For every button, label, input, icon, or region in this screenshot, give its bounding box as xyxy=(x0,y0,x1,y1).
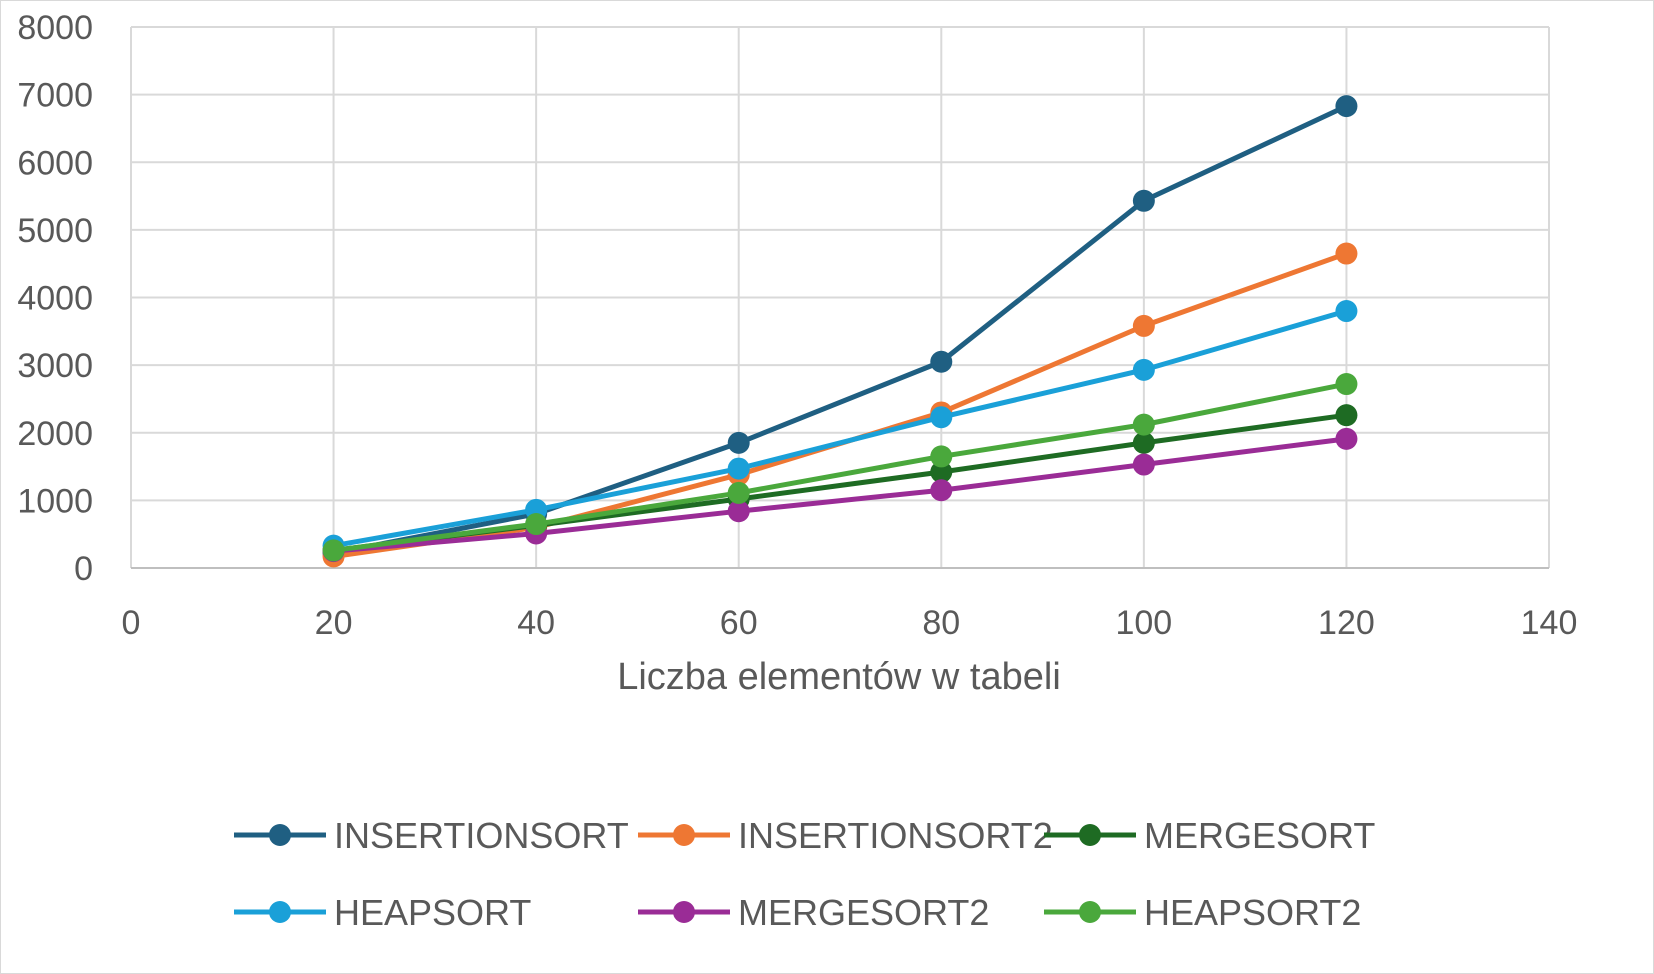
legend-label-mergesort2: MERGESORT2 xyxy=(738,892,989,933)
data-point-insertionsort xyxy=(930,350,953,373)
data-point-heapsort2 xyxy=(525,513,548,536)
data-point-mergesort xyxy=(1335,404,1358,427)
y-tick-label: 5000 xyxy=(17,212,93,250)
legend-marker-insertionsort xyxy=(269,824,291,846)
series-line-insertionsort xyxy=(331,103,1349,556)
legend-label-heapsort2: HEAPSORT2 xyxy=(1144,892,1361,933)
x-tick-label: 60 xyxy=(720,604,758,642)
legend-label-heapsort: HEAPSORT xyxy=(334,892,531,933)
gridlines xyxy=(131,26,1550,568)
legend-label-insertionsort2: INSERTIONSORT2 xyxy=(738,815,1053,856)
legend-item-mergesort: MERGESORT xyxy=(1044,815,1375,856)
data-point-mergesort xyxy=(1132,431,1155,454)
data-point-heapsort2 xyxy=(930,445,953,468)
data-point-heapsort xyxy=(727,457,750,480)
y-tick-label: 6000 xyxy=(17,144,93,182)
legend-marker-mergesort xyxy=(1079,824,1101,846)
legend-marker-heapsort xyxy=(269,901,291,923)
data-point-heapsort2 xyxy=(1335,373,1358,396)
legend-item-insertionsort: INSERTIONSORT xyxy=(234,815,629,856)
data-point-heapsort2 xyxy=(1132,413,1155,436)
y-tick-label: 0 xyxy=(74,550,93,588)
data-point-insertionsort xyxy=(727,431,750,454)
series-line-mergesort2 xyxy=(331,436,1349,554)
y-tick-label: 4000 xyxy=(17,280,93,318)
data-point-heapsort2 xyxy=(322,539,345,562)
y-tick-label: 3000 xyxy=(17,347,93,385)
legend-label-insertionsort: INSERTIONSORT xyxy=(334,815,629,856)
data-point-insertionsort xyxy=(1132,189,1155,212)
legend-item-mergesort2: MERGESORT2 xyxy=(638,892,989,933)
x-tick-label: 120 xyxy=(1318,604,1375,642)
data-point-mergesort xyxy=(930,460,953,483)
data-point-mergesort2 xyxy=(930,479,953,502)
x-tick-label: 140 xyxy=(1521,604,1578,642)
data-point-mergesort2 xyxy=(727,500,750,523)
data-point-insertionsort xyxy=(1335,95,1358,118)
legend-marker-mergesort2 xyxy=(673,901,695,923)
data-point-mergesort2 xyxy=(1335,427,1358,450)
y-tick-label: 1000 xyxy=(17,482,93,520)
x-tick-label: 80 xyxy=(922,604,960,642)
y-tick-label: 2000 xyxy=(17,415,93,453)
legend-item-heapsort2: HEAPSORT2 xyxy=(1044,892,1361,933)
legend-marker-insertionsort2 xyxy=(673,824,695,846)
x-tick-labels: 0 20 40 60 80 100 120 140 xyxy=(122,604,1578,642)
x-tick-label: 20 xyxy=(315,604,353,642)
legend-item-heapsort: HEAPSORT xyxy=(234,892,531,933)
y-tick-labels: 0 1000 2000 3000 4000 5000 6000 7000 8000 xyxy=(17,9,93,588)
data-point-heapsort xyxy=(1132,358,1155,381)
legend: INSERTIONSORT INSERTIONSORT2 MERGESORT HEAP… xyxy=(234,815,1375,933)
series-lines xyxy=(322,95,1358,568)
series-line-heapsort2 xyxy=(331,381,1349,553)
legend-item-insertionsort2: INSERTIONSORT2 xyxy=(638,815,1053,856)
x-axis-title: Liczba elementów w tabeli xyxy=(617,656,1061,698)
legend-label-mergesort: MERGESORT xyxy=(1144,815,1375,856)
x-tick-label: 100 xyxy=(1115,604,1172,642)
x-tick-label: 40 xyxy=(517,604,555,642)
data-point-insertionsort2 xyxy=(1335,242,1358,265)
series-heapsort2 xyxy=(322,373,1358,562)
legend-marker-heapsort2 xyxy=(1079,901,1101,923)
data-point-mergesort2 xyxy=(1132,453,1155,476)
data-point-heapsort xyxy=(1335,300,1358,323)
data-point-insertionsort2 xyxy=(1132,314,1155,337)
series-heapsort xyxy=(322,300,1358,557)
data-point-heapsort xyxy=(930,406,953,429)
series-insertionsort xyxy=(322,95,1358,565)
x-tick-label: 0 xyxy=(122,604,141,642)
data-point-heapsort2 xyxy=(727,481,750,504)
y-tick-label: 7000 xyxy=(17,77,93,115)
axes xyxy=(130,27,1549,569)
series-line-heapsort xyxy=(331,308,1349,549)
series-line-insertionsort2 xyxy=(331,251,1349,560)
series-mergesort2 xyxy=(322,427,1358,563)
y-tick-label: 8000 xyxy=(17,9,93,47)
